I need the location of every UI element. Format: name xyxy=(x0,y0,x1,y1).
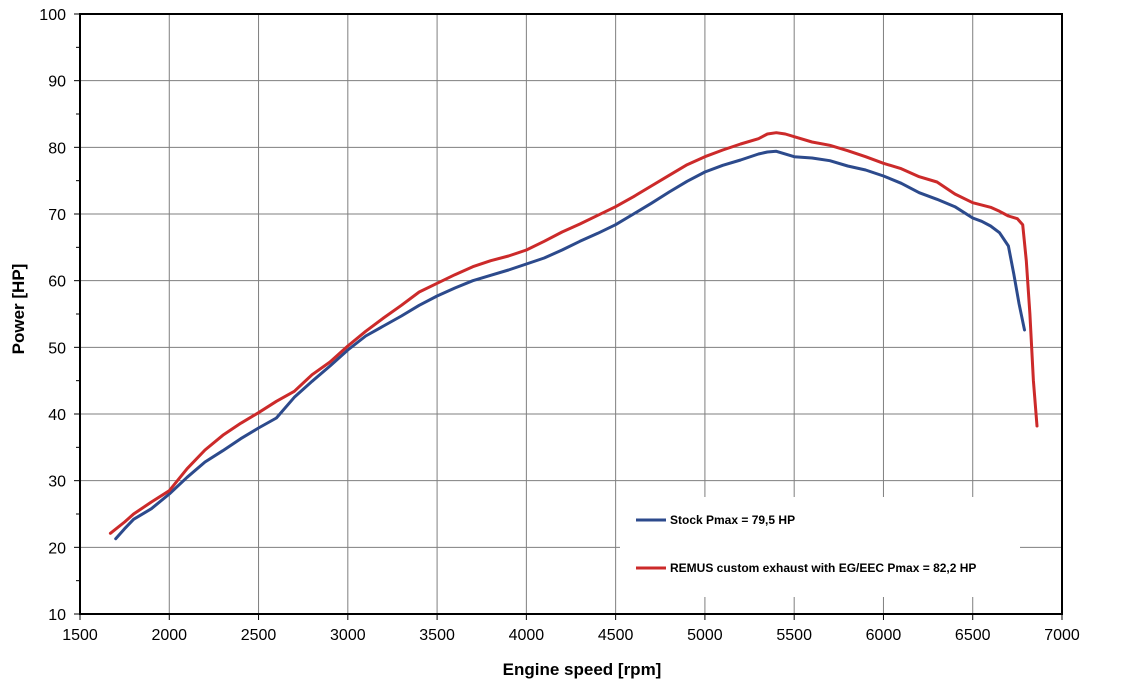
y-tick-label: 20 xyxy=(48,540,66,557)
y-tick-label: 90 xyxy=(48,74,66,91)
x-tick-label: 5000 xyxy=(687,627,723,644)
y-tick-label: 80 xyxy=(48,140,66,157)
x-tick-label: 4500 xyxy=(598,627,634,644)
x-tick-label: 7000 xyxy=(1044,627,1080,644)
y-tick-label: 50 xyxy=(48,340,66,357)
legend-label-remus: REMUS custom exhaust with EG/EEC Pmax = … xyxy=(670,561,976,575)
x-tick-label: 2000 xyxy=(151,627,187,644)
x-tick-label: 6000 xyxy=(866,627,902,644)
x-tick-label: 4000 xyxy=(509,627,545,644)
y-tick-label: 60 xyxy=(48,274,66,291)
x-tick-label: 6500 xyxy=(955,627,991,644)
x-tick-label: 5500 xyxy=(776,627,812,644)
x-tick-label: 2500 xyxy=(241,627,277,644)
series-lines xyxy=(108,131,1039,541)
y-axis-title: Power [HP] xyxy=(9,264,28,355)
y-tick-label: 40 xyxy=(48,407,66,424)
x-axis-title: Engine speed [rpm] xyxy=(503,660,662,679)
x-tick-label: 3500 xyxy=(419,627,455,644)
plot-area-frame xyxy=(79,13,1063,615)
x-tick-label: 1500 xyxy=(62,627,98,644)
y-axis-tick-labels: 10 20 30 40 50 60 70 80 90 100 xyxy=(39,7,80,624)
legend-box xyxy=(620,497,1020,597)
y-tick-label: 70 xyxy=(48,207,66,224)
legend-label-stock: Stock Pmax = 79,5 HP xyxy=(670,513,795,527)
y-tick-label: 30 xyxy=(48,474,66,491)
series-line-stock xyxy=(114,149,1026,541)
x-tick-label: 3000 xyxy=(330,627,366,644)
y-tick-label: 10 xyxy=(48,607,66,624)
series-line-remus xyxy=(108,131,1039,535)
y-tick-label: 100 xyxy=(39,7,66,24)
x-axis-tick-labels: 1500 2000 2500 3000 3500 4000 4500 5000 5500 6000… xyxy=(62,614,1080,644)
